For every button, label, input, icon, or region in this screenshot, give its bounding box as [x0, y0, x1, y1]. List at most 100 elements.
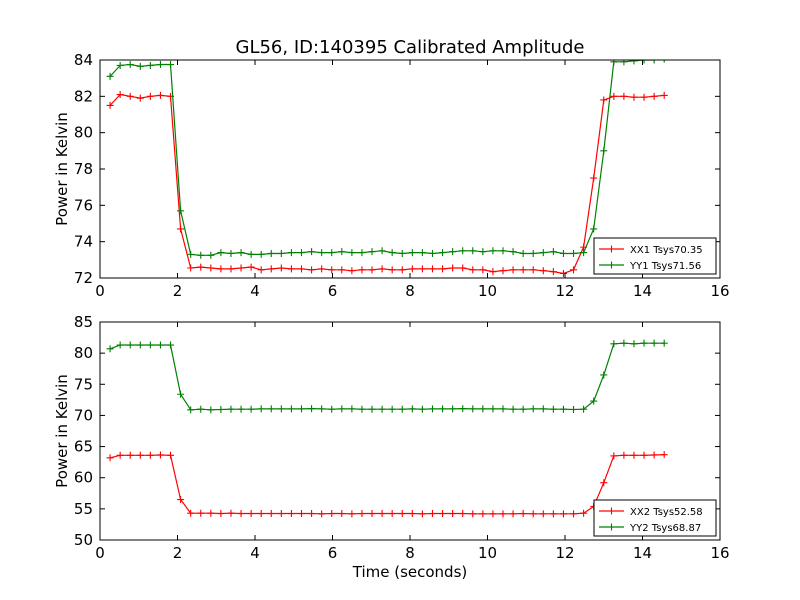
x-tick-label: 16 [710, 544, 729, 562]
data-point [539, 267, 547, 275]
data-point [106, 101, 114, 109]
data-point [257, 405, 265, 413]
data-point [227, 509, 235, 517]
y-axis-label: Power in Kelvin [53, 374, 71, 488]
x-tick-label: 6 [328, 544, 338, 562]
data-point [519, 249, 527, 257]
data-point [308, 510, 316, 518]
data-point [358, 266, 366, 274]
data-point [257, 250, 265, 258]
x-tick-label: 2 [173, 282, 183, 300]
y-tick-label: 70 [74, 406, 93, 424]
data-point [187, 509, 195, 517]
series-1 [106, 451, 668, 518]
data-point [630, 93, 638, 101]
data-point [368, 266, 376, 274]
data-point [167, 61, 175, 69]
data-point [489, 510, 497, 518]
data-point [247, 510, 255, 518]
data-point [348, 267, 356, 275]
data-point [338, 510, 346, 518]
data-point [640, 93, 648, 101]
data-point [590, 225, 598, 233]
data-point [519, 510, 527, 518]
data-point [529, 266, 537, 274]
data-point [328, 405, 336, 413]
data-point [630, 340, 638, 348]
data-point [640, 451, 648, 459]
data-point [156, 61, 164, 69]
data-point [600, 147, 608, 155]
data-point [509, 510, 517, 518]
data-point [600, 371, 608, 379]
data-point [509, 248, 517, 256]
data-point [126, 61, 134, 69]
data-point [449, 405, 457, 413]
data-point [348, 249, 356, 257]
data-point [408, 265, 416, 273]
data-point [267, 249, 275, 257]
data-point [499, 405, 507, 413]
x-tick-label: 14 [633, 282, 652, 300]
data-point [499, 267, 507, 275]
data-point [630, 60, 638, 65]
data-point [439, 265, 447, 273]
data-point [479, 510, 487, 518]
data-point [187, 406, 195, 414]
data-point [177, 390, 185, 398]
data-point [459, 264, 467, 272]
data-point [570, 510, 578, 518]
data-point [499, 247, 507, 255]
data-point [388, 249, 396, 257]
data-point [408, 249, 416, 257]
legend-marker [608, 261, 615, 269]
data-point [308, 248, 316, 256]
series-line [109, 454, 665, 515]
data-point [418, 405, 426, 413]
data-point [529, 405, 537, 413]
data-point [479, 266, 487, 274]
data-point [298, 510, 305, 518]
chart-title: GL56, ID:140395 Calibrated Amplitude [236, 37, 585, 58]
x-tick-label: 10 [478, 544, 497, 562]
data-point [368, 248, 376, 256]
data-point [358, 249, 366, 257]
data-point [610, 92, 618, 100]
data-point [539, 405, 547, 413]
data-point [136, 451, 144, 459]
data-point [549, 405, 557, 413]
data-point [116, 91, 124, 99]
series-1 [106, 91, 668, 277]
x-tick-label: 12 [555, 282, 574, 300]
data-point [570, 406, 578, 414]
data-point [469, 247, 477, 255]
data-point [207, 406, 215, 414]
data-point [328, 266, 336, 274]
data-point [287, 405, 295, 413]
y-tick-label: 82 [74, 87, 93, 105]
x-tick-label: 10 [478, 282, 497, 300]
data-point [580, 405, 588, 413]
legend-label: YY2 Tsys68.87 [629, 523, 701, 534]
data-point [126, 451, 134, 459]
data-point [348, 510, 356, 518]
data-point [247, 263, 255, 271]
data-point [328, 249, 336, 257]
data-point [469, 510, 477, 518]
data-point [509, 266, 517, 274]
y-tick-label: 78 [74, 160, 93, 178]
data-point [298, 405, 305, 413]
data-point [156, 451, 164, 459]
x-tick-label: 8 [405, 544, 415, 562]
data-point [398, 510, 406, 518]
data-point [207, 251, 215, 259]
y-tick-label: 60 [74, 469, 93, 487]
y-tick-label: 74 [74, 233, 93, 251]
data-point [247, 405, 255, 413]
data-point [630, 451, 638, 459]
legend-marker [608, 507, 615, 515]
data-point [217, 406, 225, 414]
data-point [187, 250, 195, 258]
data-point [660, 451, 668, 459]
